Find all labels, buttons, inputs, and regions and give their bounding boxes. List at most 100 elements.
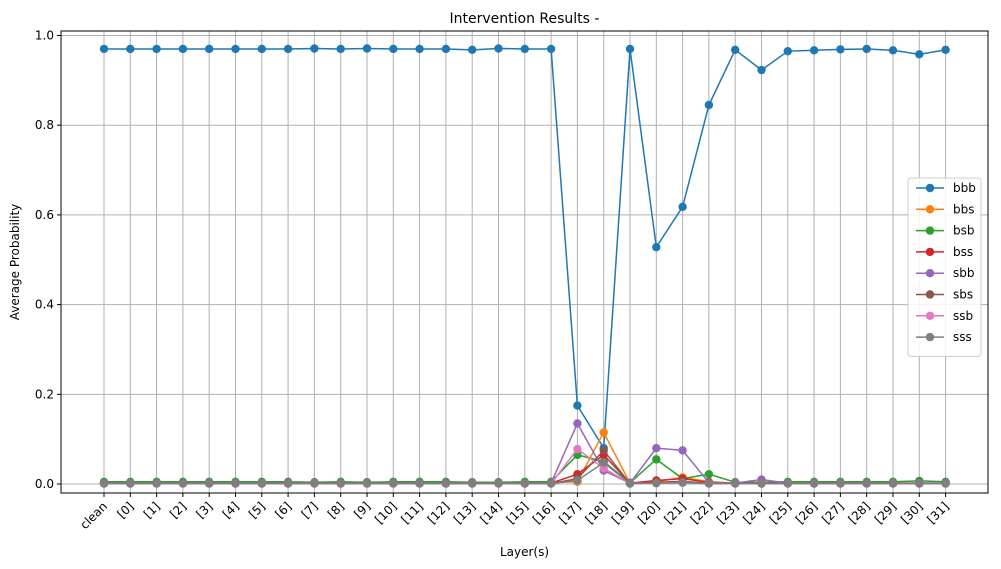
data-point-bbb <box>888 46 898 55</box>
data-point-sss <box>231 479 240 488</box>
data-point-bbb <box>941 45 950 55</box>
data-point-sss <box>625 479 635 488</box>
data-point-bsb <box>704 469 714 479</box>
y-tick-label: 0.6 <box>35 208 54 222</box>
y-tick-label: 0.2 <box>35 387 54 401</box>
data-point-sss <box>888 479 898 488</box>
data-point-bbb <box>573 401 582 410</box>
data-point-sss <box>494 479 503 488</box>
data-point-bbb <box>389 44 398 54</box>
legend-item-bbs: bbs <box>916 202 975 216</box>
data-point-sss <box>310 479 319 488</box>
data-point-bbb <box>546 44 556 54</box>
data-point-sss <box>704 479 714 488</box>
data-point-bbb <box>126 44 135 54</box>
legend-item-sbs: sbs <box>916 288 973 302</box>
data-point-bbb <box>283 44 293 54</box>
legend-marker <box>925 205 935 214</box>
data-point-sss <box>336 479 345 488</box>
data-point-sss <box>178 479 188 488</box>
data-point-sbb <box>678 446 687 455</box>
data-point-sss <box>152 479 161 488</box>
legend-marker <box>925 311 935 320</box>
legend-label: bss <box>953 245 973 259</box>
legend-label: sbs <box>953 288 973 302</box>
legend-marker <box>925 183 935 193</box>
data-point-bbb <box>415 44 424 54</box>
data-point-bbb <box>731 45 740 55</box>
data-point-bbb <box>494 44 503 53</box>
data-point-sbs <box>599 446 608 455</box>
data-point-sss <box>415 479 424 488</box>
data-point-sss <box>126 479 135 488</box>
legend-item-sbb: sbb <box>916 266 975 280</box>
y-tick-label: 0.8 <box>35 118 54 132</box>
legend-label: sss <box>953 330 972 344</box>
data-point-bbb <box>809 46 819 55</box>
data-point-ssb <box>599 464 608 473</box>
data-point-bbb <box>757 65 766 75</box>
data-point-sss <box>205 479 214 488</box>
legend-marker <box>925 269 935 278</box>
data-point-bbb <box>468 45 477 55</box>
data-point-bbb <box>99 44 109 54</box>
legend-label: bbs <box>953 202 975 216</box>
legend-marker <box>925 332 935 342</box>
data-point-sss <box>99 479 109 488</box>
data-point-bbb <box>704 100 714 110</box>
data-point-bbb <box>783 46 792 56</box>
data-point-sss <box>362 479 372 488</box>
data-point-bbb <box>178 44 188 54</box>
data-point-bsb <box>652 455 661 464</box>
data-point-sbb <box>573 419 582 428</box>
legend-label: ssb <box>953 309 973 323</box>
data-point-sss <box>468 479 477 488</box>
legend-item-bss: bss <box>916 245 973 259</box>
data-point-bbb <box>231 44 240 54</box>
data-point-sss <box>836 479 845 488</box>
legend-label: bbb <box>953 181 976 195</box>
data-point-bbb <box>520 44 529 54</box>
data-point-bbb <box>362 44 372 53</box>
data-point-sss <box>757 479 766 488</box>
data-point-sss <box>573 476 582 485</box>
y-axis-ticks: 0.0 0.2 0.4 0.6 0.8 1.0 <box>35 28 61 491</box>
x-axis-label: Layer(s) <box>500 545 549 559</box>
legend-marker <box>925 226 935 235</box>
legend: bbb bbs bsb bss sbb sbs ssb sss <box>907 177 982 357</box>
data-point-sss <box>520 479 529 488</box>
data-point-bbs <box>599 428 608 437</box>
chart-title: Intervention Results - <box>450 11 600 27</box>
data-point-sss <box>283 479 293 488</box>
data-point-bbb <box>625 44 635 54</box>
data-point-sss <box>731 479 740 488</box>
data-point-bbb <box>836 45 845 54</box>
legend-item-bsb: bsb <box>916 224 975 238</box>
data-point-bbb <box>310 44 319 53</box>
legend-box <box>907 177 982 357</box>
data-point-bbb <box>862 44 871 54</box>
legend-marker <box>925 290 935 299</box>
legend-label: sbb <box>953 266 975 280</box>
data-point-sss <box>809 479 819 488</box>
data-point-bbb <box>441 44 451 54</box>
data-point-sss <box>599 458 608 467</box>
data-point-sss <box>652 478 661 488</box>
series-lines <box>99 44 950 488</box>
data-point-sss <box>389 479 398 488</box>
data-point-ssb <box>573 444 582 454</box>
series-sss <box>99 458 950 488</box>
data-point-bbb <box>257 44 266 54</box>
legend-item-ssb: ssb <box>916 309 973 323</box>
data-point-bbb <box>915 50 924 59</box>
data-point-sss <box>862 479 871 488</box>
y-tick-label: 0.0 <box>35 477 54 491</box>
data-point-sss <box>941 479 950 488</box>
data-point-sss <box>441 479 451 488</box>
y-axis-label: Average Probability <box>8 204 22 321</box>
data-point-sss <box>546 479 556 488</box>
data-point-bbb <box>152 44 161 54</box>
y-tick-label: 0.4 <box>35 298 54 312</box>
